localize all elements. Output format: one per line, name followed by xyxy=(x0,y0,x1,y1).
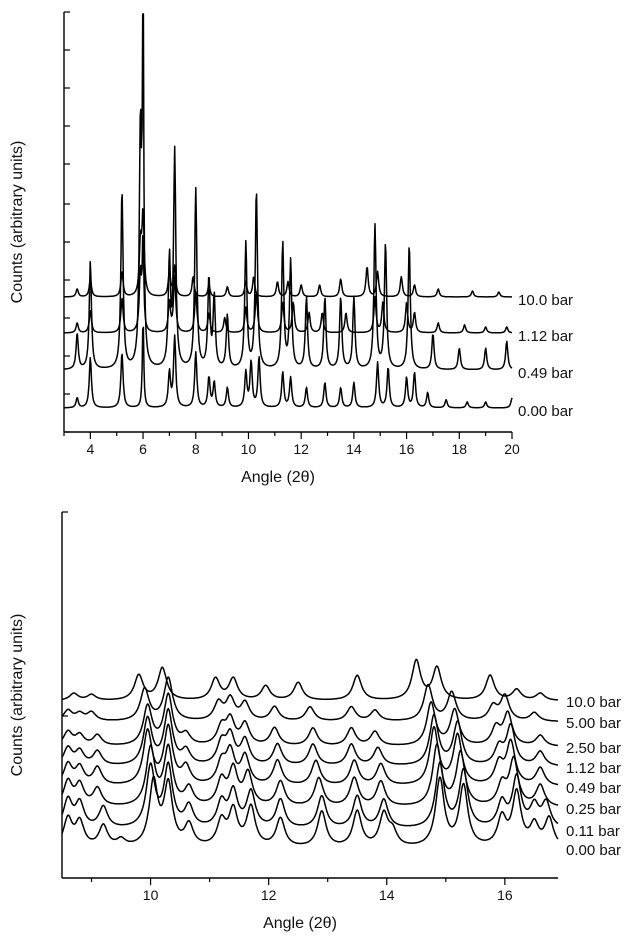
top-chart: 4 6 8 10 12 14 16 18 20 Angle (2θ) Counts (arbitra… xyxy=(9,11,573,486)
x-tick-label: 8 xyxy=(192,441,200,457)
series-label: 0.49 bar xyxy=(518,365,573,382)
y-axis-title: Counts (arbitrary units) xyxy=(9,614,26,777)
series-label: 0.00 bar xyxy=(566,842,621,859)
series-trace xyxy=(61,676,559,722)
x-axis-title: Angle (2θ) xyxy=(263,915,337,932)
series-trace xyxy=(61,723,559,786)
x-tick-label: 18 xyxy=(452,441,468,457)
x-axis-title: Angle (2θ) xyxy=(241,469,315,486)
series-label: 1.12 bar xyxy=(566,760,621,777)
x-tick-label: 16 xyxy=(399,441,415,457)
x-tick-label: 10 xyxy=(241,441,257,457)
x-tick-label: 12 xyxy=(293,441,309,457)
series-label: 0.25 bar xyxy=(566,801,621,818)
bottom-chart: 10 12 14 16 Angle (2θ) Counts (arbitrary unit… xyxy=(9,511,621,932)
y-axis-title: Counts (arbitrary units) xyxy=(9,141,26,304)
series-trace xyxy=(63,208,513,298)
series-label: 0.11 bar xyxy=(566,823,620,840)
series-trace xyxy=(61,658,559,701)
series-trace xyxy=(61,707,559,766)
series-trace xyxy=(63,326,513,409)
series-trace xyxy=(61,775,559,845)
x-tick-label: 20 xyxy=(504,441,520,457)
series-label: 5.00 bar xyxy=(566,715,621,732)
x-tick-label: 10 xyxy=(143,887,159,903)
series-label: 0.00 bar xyxy=(518,403,573,420)
series-label: 2.50 bar xyxy=(566,740,621,757)
x-tick-label: 14 xyxy=(346,441,362,457)
x-tick-label: 6 xyxy=(139,441,147,457)
series-label: 1.12 bar xyxy=(518,328,573,345)
x-tick-label: 16 xyxy=(497,887,513,903)
series-trace xyxy=(63,235,513,334)
series-label: 10.0 bar xyxy=(518,292,573,309)
series-trace xyxy=(61,692,559,747)
x-tick-label: 4 xyxy=(86,441,94,457)
x-tick-label: 14 xyxy=(379,887,395,903)
series-label: 10.0 bar xyxy=(566,694,621,711)
series-trace xyxy=(61,743,559,806)
series-trace xyxy=(63,13,513,371)
x-tick-label: 12 xyxy=(261,887,277,903)
series-label: 0.49 bar xyxy=(566,780,621,797)
series-trace xyxy=(61,761,559,827)
